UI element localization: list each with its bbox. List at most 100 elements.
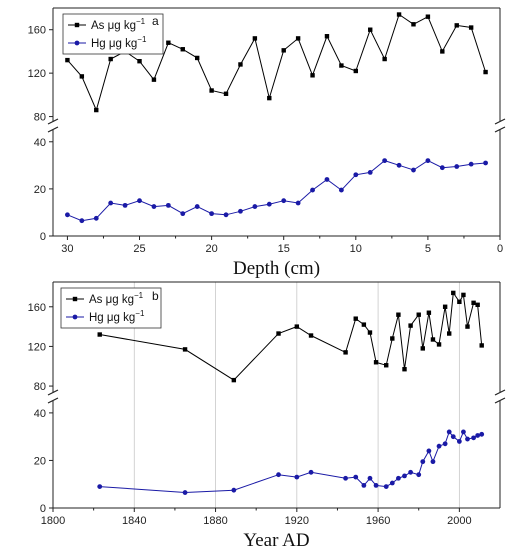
legend-label: Hg μg kg−1 [91, 35, 147, 50]
y-tick-label: 80 [34, 112, 46, 124]
hg-point [310, 187, 315, 193]
as-point [461, 292, 466, 298]
hg-point [461, 429, 466, 435]
y-tick-label: 40 [34, 137, 46, 149]
x-tick-label: 1800 [41, 515, 65, 527]
hg-point [295, 200, 301, 206]
as-point [396, 312, 401, 317]
x-tick-label: 20 [205, 243, 217, 255]
x-tick-label: 1840 [122, 515, 146, 527]
hg-point [373, 483, 379, 488]
hg-point [324, 177, 330, 182]
as-point [426, 310, 432, 315]
as-point [479, 343, 484, 348]
hg-point [439, 165, 445, 171]
as-point [281, 48, 286, 53]
y-tick-label: 160 [28, 25, 46, 37]
hg-point [471, 435, 476, 441]
axis-break-mark [47, 118, 59, 125]
hg-point [281, 198, 287, 204]
hg-point [479, 431, 485, 437]
y-tick-label: 20 [34, 455, 46, 467]
y-tick-label: 0 [40, 231, 46, 243]
hg-point [475, 433, 481, 438]
as-point [384, 363, 389, 368]
hg-point [276, 472, 281, 478]
as-point [468, 25, 474, 30]
hg-point [389, 480, 395, 486]
axis-break-mark [494, 397, 506, 404]
as-point [343, 350, 348, 355]
as-point [402, 367, 407, 372]
hg-point [416, 472, 422, 478]
x-tick-label: 1920 [285, 515, 309, 527]
hg-point [223, 212, 229, 218]
axis-break-mark [494, 389, 506, 396]
hg-point [180, 211, 186, 217]
hg-point [252, 204, 258, 209]
panel-b: 1800 1840 1880 1920 1960 2000 80 120 160 0 20 40 Yea… [28, 281, 506, 550]
as-point [310, 73, 315, 78]
hg-point [396, 475, 401, 481]
hg-point [442, 441, 448, 447]
hg-point [343, 475, 348, 481]
hg-point [426, 448, 432, 454]
as-point [182, 347, 188, 352]
as-point [411, 22, 416, 27]
hg-point [238, 208, 243, 214]
as-point [353, 316, 358, 321]
as-point [475, 302, 480, 307]
as-point [151, 77, 157, 82]
legend-square-marker [72, 296, 78, 302]
as-point [454, 23, 459, 28]
as-point [382, 56, 387, 62]
hg-point [294, 474, 300, 480]
legend-label: Hg μg kg−1 [89, 309, 145, 324]
x-tick-label: 2000 [447, 515, 471, 527]
hg-point [353, 474, 359, 480]
as-point [367, 330, 373, 335]
x-tick-label: 1880 [203, 515, 227, 527]
as-point [465, 324, 470, 329]
as-point [180, 47, 185, 52]
y-tick-label: 40 [34, 408, 46, 420]
hg-point [266, 201, 272, 207]
hg-point [353, 172, 359, 178]
as-point [339, 63, 344, 68]
as-point [137, 59, 142, 64]
as-point [416, 312, 421, 317]
legend-label: As μg kg−1 [91, 17, 146, 32]
hg-point [396, 162, 402, 168]
as-point [457, 299, 462, 305]
legend-box [60, 287, 162, 329]
axis-break-mark [494, 126, 506, 133]
legend-box [62, 13, 164, 55]
as-point [79, 74, 85, 79]
hg-point [231, 487, 237, 493]
hg-point [308, 469, 314, 475]
as-point [420, 346, 425, 351]
as-point [308, 333, 314, 338]
axis-break-mark [47, 126, 59, 133]
as-point [471, 300, 476, 306]
legend-label: As μg kg−1 [89, 291, 144, 306]
series-line-hg [67, 160, 486, 222]
y-tick-label: 0 [40, 503, 46, 515]
hg-point [182, 490, 188, 495]
as-point [390, 336, 395, 341]
hg-point [108, 200, 114, 206]
hg-point [483, 160, 488, 166]
as-point [209, 88, 214, 93]
x-tick-label: 10 [350, 243, 362, 255]
as-point [396, 12, 402, 17]
x-tick-label: 25 [133, 243, 145, 255]
as-point [295, 36, 301, 41]
hg-point [425, 158, 431, 164]
hg-point [79, 218, 85, 224]
legend: As μg kg−1 Hg μg kg−1 [60, 287, 162, 329]
as-point [252, 36, 258, 41]
hg-point [151, 204, 157, 209]
panel-letter: a [152, 14, 159, 28]
as-point [425, 14, 431, 19]
as-point [267, 95, 272, 101]
